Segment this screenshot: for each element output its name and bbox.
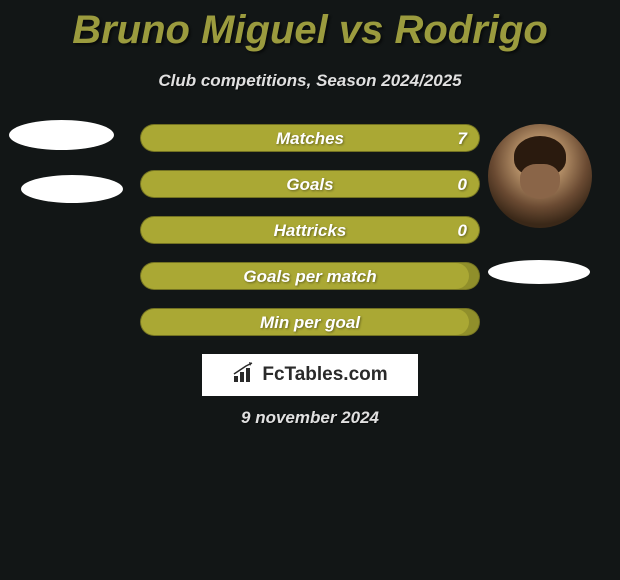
left-player-area <box>9 120 123 203</box>
stat-bar: Matches7 <box>140 124 480 152</box>
stat-label: Goals per match <box>141 263 479 290</box>
stat-bar: Goals per match <box>140 262 480 290</box>
stat-value-right: 0 <box>458 217 467 244</box>
stats-container: Matches7Goals0Hattricks0Goals per matchM… <box>140 124 480 354</box>
page-subtitle: Club competitions, Season 2024/2025 <box>0 71 620 91</box>
chart-icon <box>232 362 258 389</box>
right-player-area <box>488 124 592 284</box>
stat-bar: Goals0 <box>140 170 480 198</box>
right-ellipse <box>488 260 590 284</box>
stat-value-right: 0 <box>458 171 467 198</box>
stat-bar: Min per goal <box>140 308 480 336</box>
watermark: FcTables.com <box>202 354 418 396</box>
stat-label: Matches <box>141 125 479 152</box>
watermark-text: FcTables.com <box>262 364 387 386</box>
player-photo <box>488 124 592 228</box>
left-ellipse-1 <box>9 120 114 150</box>
left-ellipse-2 <box>21 175 123 203</box>
stat-bar: Hattricks0 <box>140 216 480 244</box>
page-title: Bruno Miguel vs Rodrigo <box>0 0 620 53</box>
stat-label: Min per goal <box>141 309 479 336</box>
date-text: 9 november 2024 <box>0 408 620 428</box>
stat-label: Hattricks <box>141 217 479 244</box>
stat-label: Goals <box>141 171 479 198</box>
stat-value-right: 7 <box>458 125 467 152</box>
